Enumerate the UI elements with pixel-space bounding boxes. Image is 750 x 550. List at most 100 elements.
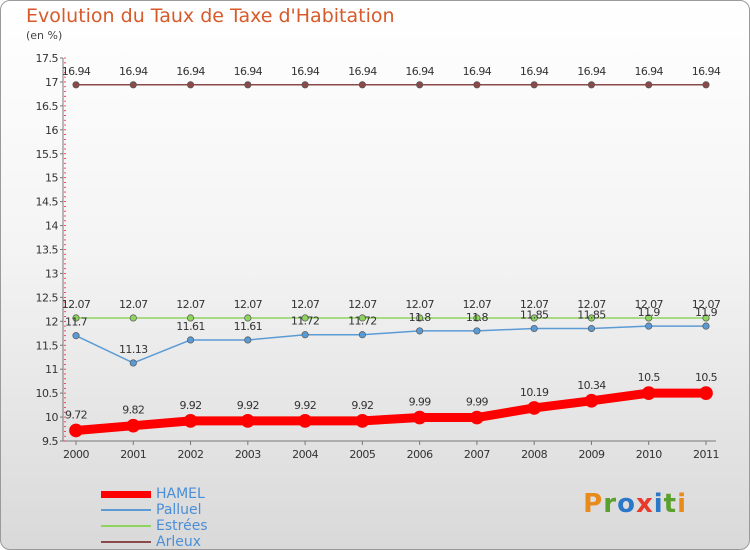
data-label: 12.07	[119, 298, 148, 311]
data-label: 9.92	[294, 399, 316, 412]
legend-item-arleux: Arleux	[101, 534, 341, 550]
data-label: 9.99	[409, 396, 432, 409]
series-estrées	[72, 314, 710, 322]
data-label: 11.8	[409, 311, 432, 324]
data-label: 11.72	[348, 315, 377, 328]
data-point	[645, 81, 653, 89]
data-label: 12.07	[577, 298, 606, 311]
logo-letter: x	[635, 489, 654, 519]
data-point	[587, 324, 596, 333]
data-point	[473, 327, 481, 335]
labels-hamel: 9.72 9.82 9.92 9.92 9.92 9.92 9.99 9.99 10.19 10.…	[65, 371, 718, 421]
y-tick-label: 14.5	[36, 196, 59, 209]
legend: HAMEL Palluel Estrées Arleux	[101, 486, 341, 550]
logo-letter: t	[663, 489, 678, 519]
data-label: 12.07	[463, 298, 492, 311]
data-label: 10.19	[520, 386, 549, 399]
x-tick-label: 2003	[235, 448, 261, 461]
legend-swatch	[101, 509, 151, 511]
x-tick-label: 2000	[63, 448, 89, 461]
y-tick-label: 16.5	[36, 100, 59, 113]
data-point	[126, 418, 141, 433]
data-point	[244, 81, 252, 89]
data-label: 11.85	[520, 308, 549, 321]
x-tick-label: 2009	[578, 448, 604, 461]
legend-item-hamel: HAMEL	[101, 486, 341, 502]
data-label: 11.9	[695, 306, 718, 319]
data-label: 12.07	[520, 298, 549, 311]
x-tick-label: 2006	[407, 448, 433, 461]
y-tick-label: 11	[45, 363, 58, 376]
data-label: 10.34	[577, 379, 606, 392]
data-point	[186, 314, 195, 322]
data-label: 12.07	[291, 298, 320, 311]
data-point	[240, 414, 255, 428]
chart-title: Evolution du Taux de Taxe d'Habitation	[26, 5, 395, 27]
y-tick-label: 15.5	[36, 148, 59, 161]
x-tick-label: 2008	[521, 448, 547, 461]
data-label: 11.7	[65, 316, 88, 329]
data-label: 9.92	[237, 399, 259, 412]
y-tick-label: 10	[45, 411, 58, 424]
data-label: 11.8	[466, 311, 489, 324]
x-tick-label: 2002	[178, 448, 204, 461]
chart-subtitle: (en %)	[26, 29, 63, 42]
data-point	[530, 314, 538, 322]
data-point	[641, 386, 656, 400]
legend-item-palluel: Palluel	[101, 502, 341, 518]
legend-swatch	[101, 490, 151, 498]
data-label: 16.94	[291, 65, 320, 78]
data-label: 11.85	[577, 308, 606, 321]
data-label: 16.94	[405, 65, 434, 78]
data-label: 9.82	[122, 404, 144, 417]
series-arleux	[72, 81, 710, 89]
data-label: 16.94	[634, 65, 663, 78]
data-point	[416, 81, 424, 89]
data-point	[298, 414, 312, 428]
y-tick-label: 12	[45, 315, 58, 328]
data-point	[416, 327, 424, 335]
series-line	[75, 325, 707, 364]
data-point	[301, 81, 309, 89]
data-point	[69, 423, 83, 438]
data-label: 11.61	[234, 320, 263, 333]
data-point	[358, 81, 366, 89]
data-point	[301, 331, 309, 339]
y-tick-label: 17	[45, 76, 58, 89]
legend-label: Estrées	[156, 518, 208, 534]
data-point	[186, 336, 195, 344]
data-point	[587, 314, 596, 322]
data-label: 11.13	[119, 343, 148, 356]
data-point	[358, 331, 366, 339]
data-point	[72, 332, 80, 340]
data-label: 9.72	[65, 408, 87, 421]
data-point	[244, 314, 252, 322]
legend-item-estrées: Estrées	[101, 518, 341, 534]
data-point	[702, 322, 710, 330]
y-tick-label: 17.5	[36, 52, 59, 65]
data-label: 12.07	[405, 298, 434, 311]
data-point	[470, 410, 484, 425]
data-point	[129, 81, 137, 89]
data-label: 10.5	[638, 371, 661, 384]
data-point	[72, 81, 80, 89]
y-tick-label: 16	[45, 124, 58, 137]
legend-label: Arleux	[156, 534, 201, 550]
data-label: 12.07	[692, 298, 721, 311]
data-label: 16.94	[348, 65, 377, 78]
data-point	[416, 314, 424, 322]
legend-swatch	[101, 525, 151, 527]
data-point	[183, 414, 198, 428]
y-tick-label: 10.5	[36, 387, 59, 400]
data-label: 16.94	[577, 65, 606, 78]
y-tick-label: 13	[45, 267, 58, 280]
data-point	[355, 414, 370, 428]
x-tick-label: 2001	[120, 448, 146, 461]
data-point	[702, 314, 710, 322]
data-point	[699, 386, 713, 400]
data-label: 16.94	[463, 65, 492, 78]
data-point	[186, 81, 195, 89]
data-label: 9.99	[466, 396, 489, 409]
data-point	[473, 314, 481, 322]
data-label: 16.94	[119, 65, 148, 78]
